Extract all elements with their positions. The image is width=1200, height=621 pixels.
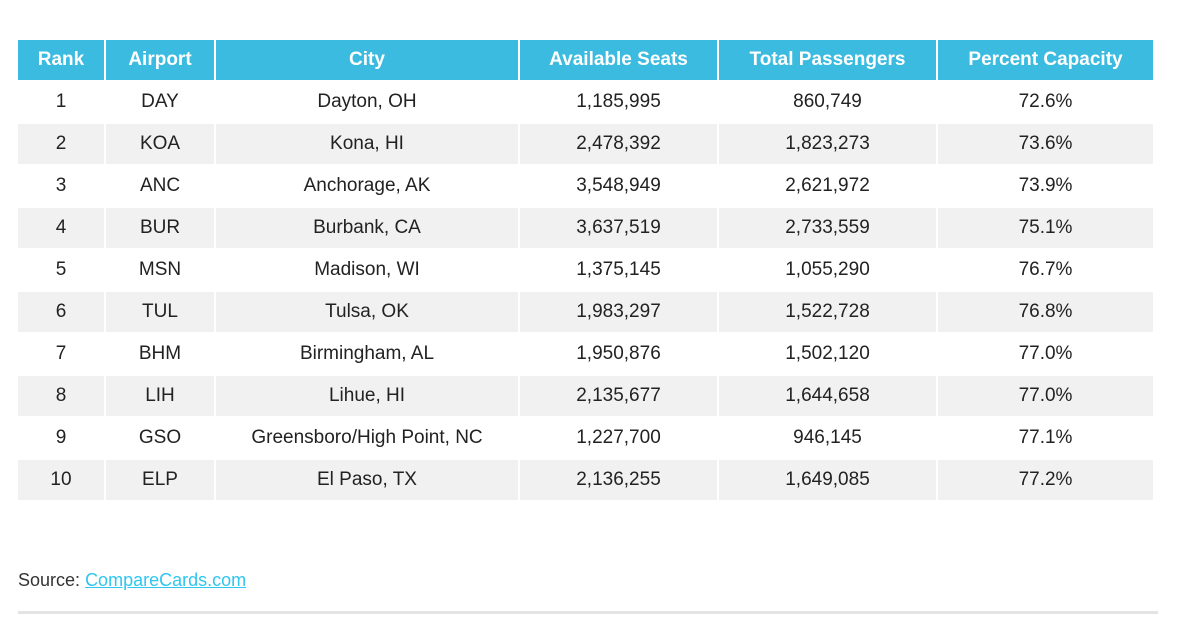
table-cell: KOA	[106, 124, 214, 164]
table-cell: 1,950,876	[576, 343, 661, 364]
table-row: 6 TUL Tulsa, OK 1,983,297 1,522,728 76.8%	[18, 292, 1153, 332]
table-cell: 77.1%	[1018, 427, 1073, 448]
table-row: 4 BUR Burbank, CA 3,637,519 2,733,559 75.1%	[18, 208, 1153, 248]
column-header: Airport	[106, 40, 214, 80]
table-cell: 77.2%	[938, 460, 1153, 500]
table-row: 1 DAY Dayton, OH 1,185,995 860,749 72.6%	[18, 82, 1153, 122]
table-row: 3 ANC Anchorage, AK 3,548,949 2,621,972 73.9%	[18, 166, 1153, 206]
source-label: Source:	[18, 570, 81, 590]
source-link[interactable]: CompareCards.com	[85, 570, 247, 590]
table-cell: 1,055,290	[785, 259, 870, 280]
table-cell: 1,522,728	[719, 292, 936, 332]
table-cell: GSO	[138, 427, 182, 448]
divider	[18, 611, 1158, 614]
table-row: 8 LIH Lihue, HI 2,135,677 1,644,658 77.0%	[18, 376, 1153, 416]
column-header: City	[216, 40, 518, 80]
column-header: Total Passengers	[719, 40, 936, 80]
table-cell: 73.9%	[1018, 175, 1073, 196]
table-cell: 9	[55, 427, 67, 448]
table-cell: 77.0%	[1018, 343, 1073, 364]
table-cell: 76.8%	[938, 292, 1153, 332]
table-cell: 2,621,972	[785, 175, 870, 196]
table-cell: LIH	[106, 376, 214, 416]
table-cell: 3,637,519	[520, 208, 717, 248]
table-cell: 860,749	[793, 91, 862, 112]
table-cell: 1,227,700	[576, 427, 661, 448]
table-cell: 3,548,949	[576, 175, 661, 196]
table-cell: BUR	[106, 208, 214, 248]
table-row: 7 BHM Birmingham, AL 1,950,876 1,502,120 77.0…	[18, 334, 1153, 374]
table-cell: Madison, WI	[314, 259, 420, 280]
table-cell: 72.6%	[1018, 91, 1073, 112]
table-cell: 7	[55, 343, 67, 364]
table-cell: 5	[55, 259, 67, 280]
table-row: 5 MSN Madison, WI 1,375,145 1,055,290 76.7%	[18, 250, 1153, 290]
table-cell: Burbank, CA	[216, 208, 518, 248]
table-cell: Kona, HI	[216, 124, 518, 164]
table-cell: DAY	[141, 91, 179, 112]
column-header: Percent Capacity	[938, 40, 1153, 80]
table-cell: Dayton, OH	[317, 91, 417, 112]
table-cell: 1,375,145	[576, 259, 661, 280]
airport-capacity-table: Rank Airport City Available Seats Total Pass…	[16, 38, 1155, 502]
table-cell: 77.0%	[938, 376, 1153, 416]
table-cell: Lihue, HI	[216, 376, 518, 416]
table-row: 10 ELP El Paso, TX 2,136,255 1,649,085 77.2%	[18, 460, 1153, 500]
column-header: Rank	[18, 40, 104, 80]
table-cell: 75.1%	[938, 208, 1153, 248]
table-cell: Anchorage, AK	[303, 175, 431, 196]
table-cell: 2,135,677	[520, 376, 717, 416]
table-cell: 1,644,658	[719, 376, 936, 416]
table-row: 9 GSO Greensboro/High Point, NC 1,227,700 94…	[18, 418, 1153, 458]
table-cell: 3	[55, 175, 67, 196]
table-cell: 1,502,120	[785, 343, 870, 364]
table-row: 2 KOA Kona, HI 2,478,392 1,823,273 73.6%	[18, 124, 1153, 164]
table-cell: TUL	[106, 292, 214, 332]
table-cell: Tulsa, OK	[216, 292, 518, 332]
table-cell: BHM	[138, 343, 182, 364]
table-cell: 946,145	[793, 427, 862, 448]
table-cell: 6	[18, 292, 104, 332]
table-cell: El Paso, TX	[216, 460, 518, 500]
table-cell: 76.7%	[1018, 259, 1073, 280]
table-cell: 73.6%	[938, 124, 1153, 164]
table-cell: 2,136,255	[520, 460, 717, 500]
table-cell: 8	[18, 376, 104, 416]
source-line: Source: CompareCards.com	[18, 570, 246, 591]
table-cell: 1,983,297	[520, 292, 717, 332]
table-cell: 4	[18, 208, 104, 248]
table-cell: ANC	[139, 175, 181, 196]
table-cell: MSN	[138, 259, 182, 280]
table-cell: 10	[18, 460, 104, 500]
table-cell: 1,649,085	[719, 460, 936, 500]
table-cell: 1,185,995	[576, 91, 661, 112]
table-cell: 2,733,559	[719, 208, 936, 248]
column-header: Available Seats	[520, 40, 717, 80]
table-cell: 1,823,273	[719, 124, 936, 164]
table-cell: 1	[55, 91, 67, 112]
header-row: Rank Airport City Available Seats Total Pass…	[18, 40, 1153, 80]
table-cell: ELP	[106, 460, 214, 500]
table-cell: Birmingham, AL	[299, 343, 435, 364]
table-cell: 2,478,392	[520, 124, 717, 164]
table-cell: 2	[18, 124, 104, 164]
table-cell: Greensboro/High Point, NC	[251, 427, 483, 448]
